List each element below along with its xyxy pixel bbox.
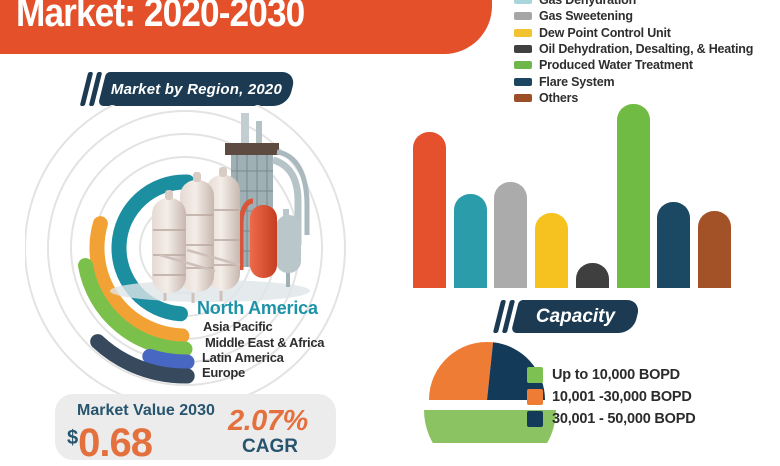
legend-swatch — [514, 0, 532, 5]
legend-item: Others — [514, 90, 753, 106]
market-value-card: Market Value 2030 $0.68 2.07% CAGR — [55, 394, 336, 465]
legend-label: Dew Point Control Unit — [539, 25, 671, 40]
region-ribbon-label: Market by Region, 2020 — [111, 80, 283, 98]
capacity-section-ribbon: Capacity — [492, 300, 642, 333]
bar — [697, 211, 731, 288]
legend-label: Gas Dehydration — [539, 0, 637, 8]
title-banner: Market: 2020-2030 — [0, 0, 492, 54]
page-title: Market: 2020-2030 — [16, 0, 305, 35]
region-ribbon-body: Market by Region, 2020 — [97, 72, 297, 106]
region-label: North America — [197, 298, 318, 318]
legend-label: Others — [539, 90, 579, 105]
capacity-ribbon-label: Capacity — [536, 305, 616, 327]
region-label: Latin America — [202, 350, 284, 365]
legend-swatch — [514, 45, 532, 54]
capacity-ribbon-body: Capacity — [510, 300, 642, 333]
legend-item: Flare System — [514, 73, 753, 89]
legend-swatch — [514, 93, 532, 102]
bar — [413, 132, 446, 288]
legend-item: Oil Dehydration, Desalting, & Heating — [514, 41, 753, 57]
pie-slice-30001-50000 — [487, 342, 545, 400]
bar — [453, 194, 487, 288]
legend-item: Gas Dehydration — [514, 0, 753, 8]
service-legend: Gas Dehydration Gas Sweetening Dew Point C… — [514, 0, 753, 106]
capacity-legend-item: 30,001 - 50,000 BOPD — [527, 411, 696, 427]
legend-item: Gas Sweetening — [514, 8, 753, 24]
bar — [616, 104, 650, 288]
currency-symbol: $ — [67, 427, 79, 449]
legend-swatch — [514, 61, 532, 70]
legend-label: Gas Sweetening — [539, 9, 633, 24]
legend-swatch — [514, 77, 532, 86]
region-section-ribbon: Market by Region, 2020 — [79, 72, 297, 106]
legend-label: Oil Dehydration, Desalting, & Heating — [539, 42, 754, 57]
legend-label: Produced Water Treatment — [539, 58, 693, 73]
bar — [575, 263, 609, 288]
legend-label: 10,001 -30,000 BOPD — [552, 389, 692, 405]
legend-swatch — [527, 411, 543, 427]
pie-slice-up-to-10000 — [424, 410, 556, 443]
region-label: Europe — [202, 365, 245, 380]
legend-swatch — [514, 12, 532, 21]
equipment-illustration — [110, 113, 310, 303]
legend-label: Flare System — [539, 74, 615, 89]
legend-item: Produced Water Treatment — [514, 57, 753, 73]
legend-swatch — [514, 28, 532, 37]
capacity-legend-item: 10,001 -30,000 BOPD — [527, 389, 696, 405]
value-number: 0.68 — [78, 421, 153, 465]
legend-label: Up to 10,000 BOPD — [552, 367, 680, 383]
arc-latin-america — [142, 348, 195, 370]
market-value-amount: $0.68 — [67, 421, 153, 466]
capacity-legend: Up to 10,000 BOPD 10,001 -30,000 BOPD 30,0… — [527, 367, 696, 433]
region-rings-chart — [25, 105, 346, 400]
legend-swatch — [527, 367, 543, 383]
bar — [494, 182, 528, 288]
market-value-title: Market Value 2030 — [77, 402, 215, 419]
legend-label: 30,001 - 50,000 BOPD — [552, 411, 696, 427]
arc-asia-pacific — [89, 216, 190, 344]
arc-middle-east-africa — [78, 258, 193, 357]
arc-europe — [90, 334, 195, 384]
bar — [657, 202, 691, 288]
capacity-legend-item: Up to 10,000 BOPD — [527, 367, 696, 383]
region-label: Asia Pacific — [203, 319, 273, 334]
legend-swatch — [527, 389, 543, 405]
cagr-label: CAGR — [242, 436, 298, 457]
cagr-percent: 2.07% — [228, 405, 308, 437]
region-label: Middle East & Africa — [205, 335, 325, 350]
legend-item: Dew Point Control Unit — [514, 25, 753, 41]
arc-north-america — [111, 174, 195, 322]
bar — [535, 213, 569, 288]
pie-slice-10001-30000 — [429, 341, 494, 400]
capacity-pie-chart — [424, 341, 556, 443]
